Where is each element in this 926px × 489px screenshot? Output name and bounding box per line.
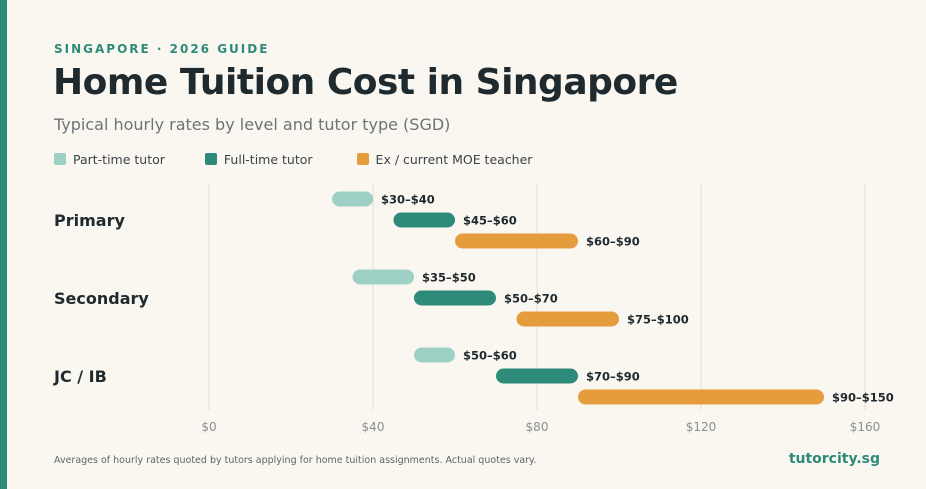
category-label-primary: Primary <box>54 211 125 230</box>
range-bar-s0-c0 <box>332 191 373 207</box>
range-label-s2-c2: $90–$150 <box>832 391 894 405</box>
range-label-s1-c0: $45–$60 <box>463 214 517 228</box>
page-subtitle: Typical hourly rates by level and tutor … <box>54 115 451 134</box>
range-bar-s0-c2 <box>414 347 455 363</box>
range-bar-s1-c0 <box>393 212 455 228</box>
range-bar-s2-c2 <box>578 389 824 405</box>
legend-item-part-time: Part-time tutor <box>54 152 165 167</box>
range-bar-s2-c1 <box>516 311 619 327</box>
legend-label-part-time: Part-time tutor <box>73 151 165 167</box>
range-label-s0-c0: $30–$40 <box>381 193 435 207</box>
range-bar-s0-c1 <box>352 269 414 285</box>
range-bar-s1-c2 <box>496 368 578 384</box>
range-label-s0-c2: $50–$60 <box>463 349 517 363</box>
legend-item-full-time: Full-time tutor <box>204 151 313 167</box>
footnote: Averages of hourly rates quoted by tutor… <box>54 455 537 466</box>
eyebrow-label: SINGAPORE · 2026 GUIDE <box>54 42 270 56</box>
range-label-s1-c1: $50–$70 <box>504 292 558 306</box>
accent-bar <box>0 0 7 489</box>
x-tick-label-0: $0 <box>201 420 216 434</box>
page-title: Home Tuition Cost in Singapore <box>53 62 678 103</box>
legend-swatch-full-time <box>204 153 217 165</box>
legend-swatch-part-time <box>54 153 66 165</box>
category-label-secondary: Secondary <box>54 289 149 308</box>
brand-link[interactable]: tutorcity.sg <box>788 451 880 467</box>
x-tick-label-80: $80 <box>526 420 549 434</box>
legend-swatch-moe <box>356 153 369 165</box>
x-tick-label-120: $120 <box>686 420 717 434</box>
chart-legend: Part-time tutor Full-time tutor Ex / cur… <box>54 151 572 167</box>
legend-item-moe: Ex / current MOE teacher <box>356 151 533 167</box>
range-bar-s2-c0 <box>455 233 578 249</box>
x-tick-label-160: $160 <box>850 420 881 434</box>
category-label-jc-ib: JC / IB <box>53 367 107 386</box>
range-label-s0-c1: $35–$50 <box>422 271 476 285</box>
range-label-s2-c0: $60–$90 <box>586 235 640 249</box>
legend-label-full-time: Full-time tutor <box>223 151 313 167</box>
range-label-s1-c2: $70–$90 <box>586 370 640 384</box>
range-label-s2-c1: $75–$100 <box>627 313 689 327</box>
range-bar-s1-c1 <box>414 290 496 306</box>
x-tick-label-40: $40 <box>362 420 385 434</box>
legend-label-moe: Ex / current MOE teacher <box>375 151 533 167</box>
